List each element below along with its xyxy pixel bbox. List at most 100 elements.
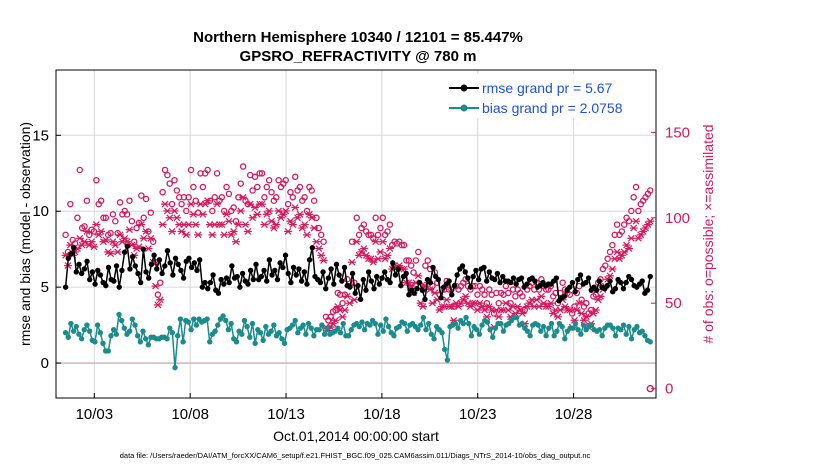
bias-point	[639, 328, 645, 334]
bias-point	[73, 323, 79, 330]
assimilated-point	[279, 210, 288, 218]
possible-point	[398, 241, 405, 249]
assimilated-point	[139, 234, 148, 242]
rmse-point	[253, 261, 259, 268]
rmse-point	[194, 267, 200, 274]
possible-point	[632, 183, 640, 191]
possible-point	[232, 217, 240, 225]
rmse-point	[639, 278, 645, 284]
bias-point	[546, 325, 552, 331]
assimilated-point	[350, 296, 359, 304]
possible-point	[114, 229, 121, 237]
bias-point	[76, 331, 82, 337]
rmse-point	[215, 290, 222, 296]
assimilated-point	[184, 221, 193, 229]
bias-point	[167, 325, 173, 331]
assimilated-point	[362, 251, 371, 259]
rmse-point	[513, 281, 519, 287]
bias-point	[295, 330, 301, 336]
assimilated-point	[142, 228, 151, 235]
possible-point	[273, 194, 280, 201]
assimilated-point	[641, 224, 650, 232]
possible-point	[374, 231, 382, 239]
possible-point	[97, 197, 105, 204]
possible-point	[512, 293, 519, 300]
x-tick-label: 10/03	[76, 406, 114, 423]
bias-point	[474, 326, 480, 333]
assimilated-point	[539, 299, 548, 307]
bias-point	[524, 328, 531, 334]
assimilated-point	[617, 251, 626, 259]
bias-point	[137, 339, 144, 345]
y-tick-label: 15	[32, 127, 49, 144]
bias-point	[423, 326, 429, 333]
assimilated-point	[532, 296, 541, 304]
possible-point	[606, 248, 614, 256]
assimilated-point	[537, 292, 546, 300]
assimilated-point	[111, 241, 120, 249]
rmse-point	[116, 284, 122, 290]
rmse-point	[333, 261, 340, 268]
possible-point	[424, 257, 431, 264]
rmse-point	[274, 276, 281, 283]
assimilated-point	[220, 231, 229, 239]
rmse-point	[352, 290, 358, 296]
possible-point	[320, 238, 327, 245]
assimilated-point	[239, 193, 248, 201]
rmse-point	[583, 279, 589, 286]
bias-point	[444, 357, 451, 363]
possible-point	[258, 170, 266, 177]
assimilated-point	[352, 238, 361, 246]
assimilated-point	[473, 306, 482, 314]
bias-point	[596, 326, 603, 333]
assimilated-point	[343, 292, 352, 300]
assimilated-point	[291, 204, 300, 211]
assimilated-point	[222, 210, 231, 218]
possible-point	[112, 217, 119, 225]
rmse-point	[199, 284, 206, 290]
possible-point	[405, 257, 413, 264]
rmse-point	[491, 276, 498, 283]
rmse-point	[387, 279, 393, 286]
assimilated-point	[549, 310, 558, 317]
assimilated-point	[643, 221, 652, 229]
rmse-point	[462, 269, 468, 275]
possible-point	[284, 200, 292, 208]
possible-point	[365, 231, 372, 239]
assimilated-point	[646, 217, 655, 225]
rmse-point	[78, 270, 85, 277]
bias-point	[105, 348, 111, 354]
assimilated-point	[189, 210, 198, 218]
rmse-point	[84, 258, 90, 265]
rmse-point	[518, 275, 525, 281]
rmse-point	[191, 260, 198, 266]
y-axis-right: 0 50 100 150	[651, 124, 690, 398]
possible-point	[102, 214, 110, 222]
assimilated-point	[338, 313, 347, 321]
assimilated-point	[329, 320, 338, 328]
possible-point	[237, 180, 244, 187]
possible-point	[339, 299, 346, 307]
assimilated-point	[236, 207, 245, 215]
assimilated-point	[454, 303, 463, 311]
possible-point	[504, 289, 512, 297]
possible-point	[116, 199, 124, 206]
plot-frame	[55, 69, 657, 399]
bias-point	[367, 322, 373, 328]
rmse-point	[414, 285, 420, 292]
bias-point	[551, 333, 557, 339]
rmse-point	[349, 270, 356, 277]
assimilated-point	[288, 221, 297, 229]
possible-point	[400, 241, 408, 249]
possible-point	[62, 231, 69, 239]
rmse-point	[121, 249, 128, 255]
possible-point	[261, 194, 268, 201]
bias-point	[212, 328, 218, 334]
assimilated-point	[589, 310, 598, 317]
assimilated-point	[636, 231, 645, 239]
bias-point	[425, 320, 432, 327]
bias-point	[92, 339, 98, 345]
legend-bias-marker	[460, 104, 468, 112]
y-tick-label: 0	[41, 355, 49, 372]
rmse-point	[390, 260, 396, 266]
